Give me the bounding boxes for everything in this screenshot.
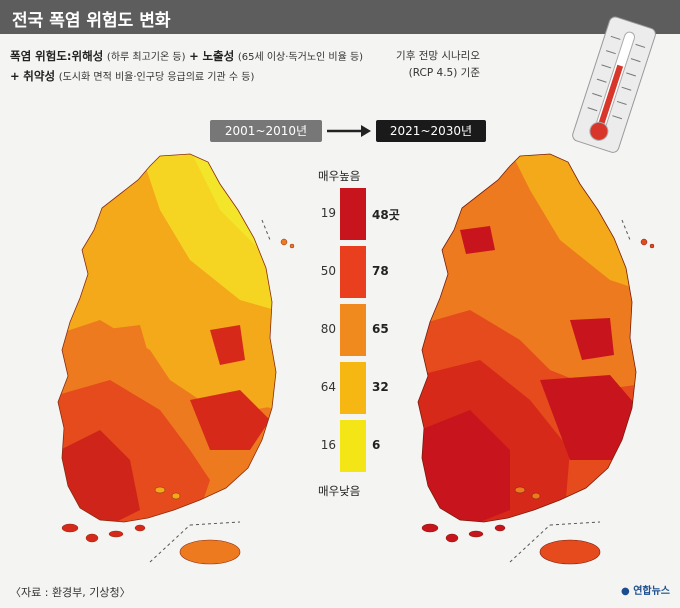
period-label-right: 2021~2030년 [376, 120, 486, 142]
korea-map-2021-2030 [417, 153, 655, 565]
agency-logo: ● 연합뉴스 [621, 582, 670, 597]
period-label-left: 2001~2010년 [210, 120, 322, 142]
exposure-label: 노출성 [202, 49, 235, 63]
logo-text: 연합뉴스 [633, 586, 670, 597]
arrow-right-icon [327, 125, 371, 137]
legend-row: 19 48곳 [312, 188, 402, 240]
logo-icon: ● [620, 586, 630, 597]
exposure-note: (65세 이상·독거노인 비율 등) [237, 52, 364, 63]
hazard-label: 위해성 [71, 49, 104, 63]
legend-row: 50 78 [312, 246, 402, 298]
legend-value-2021-2030: 65 [372, 322, 389, 336]
vulnerability-label: 취약성 [23, 69, 56, 83]
title-bar: 전국 폭염 위험도 변화 [0, 0, 680, 34]
legend-value-2001-2010: 16 [320, 438, 336, 452]
legend-value-2021-2030: 78 [372, 264, 389, 278]
legend-swatch [340, 188, 366, 240]
korea-map-2001-2010 [57, 153, 295, 565]
legend-value-2001-2010: 50 [320, 264, 336, 278]
legend-swatch [340, 246, 366, 298]
legend-row: 80 65 [312, 304, 402, 356]
legend-swatch [340, 362, 366, 414]
plus-sign: + [189, 49, 199, 63]
legend-value-2021-2030: 48곳 [372, 208, 400, 222]
legend-value-2001-2010: 80 [320, 322, 336, 336]
legend-value-2021-2030: 6 [372, 438, 381, 452]
definition-line-2: + 취약성 (도시화 면적 비율·인구당 응급의료 기관 수 등) [10, 68, 254, 84]
plus-sign: + [10, 69, 20, 83]
legend-swatch [340, 304, 366, 356]
legend-value-2021-2030: 32 [372, 380, 389, 394]
legend-row: 64 32 [312, 362, 402, 414]
legend-row: 16 6 [312, 420, 402, 472]
scenario-line-1: 기후 전망 시나리오 [396, 50, 480, 62]
page-title: 전국 폭염 위험도 변화 [12, 11, 171, 31]
hazard-note: (하루 최고기온 등) [106, 52, 186, 63]
scenario-note: 기후 전망 시나리오 (RCP 4.5) 기준 [340, 48, 480, 82]
legend-high-label: 매우높음 [318, 169, 361, 183]
legend-value-2001-2010: 19 [320, 206, 336, 220]
legend-low-label: 매우낮음 [318, 484, 361, 498]
vulnerability-note: (도시화 면적 비율·인구당 응급의료 기관 수 등) [58, 72, 255, 83]
scenario-line-2: (RCP 4.5) 기준 [408, 67, 480, 79]
source-note: 〈자료 : 환경부, 기상청〉 [10, 586, 131, 599]
definition-term: 폭염 위험도: [10, 49, 72, 63]
thermometer-icon [572, 16, 656, 153]
definition-line-1: 폭염 위험도:위해성 (하루 최고기온 등) + 노출성 (65세 이상·독거노… [10, 48, 363, 64]
legend-value-2001-2010: 64 [320, 380, 336, 394]
legend-swatch [340, 420, 366, 472]
